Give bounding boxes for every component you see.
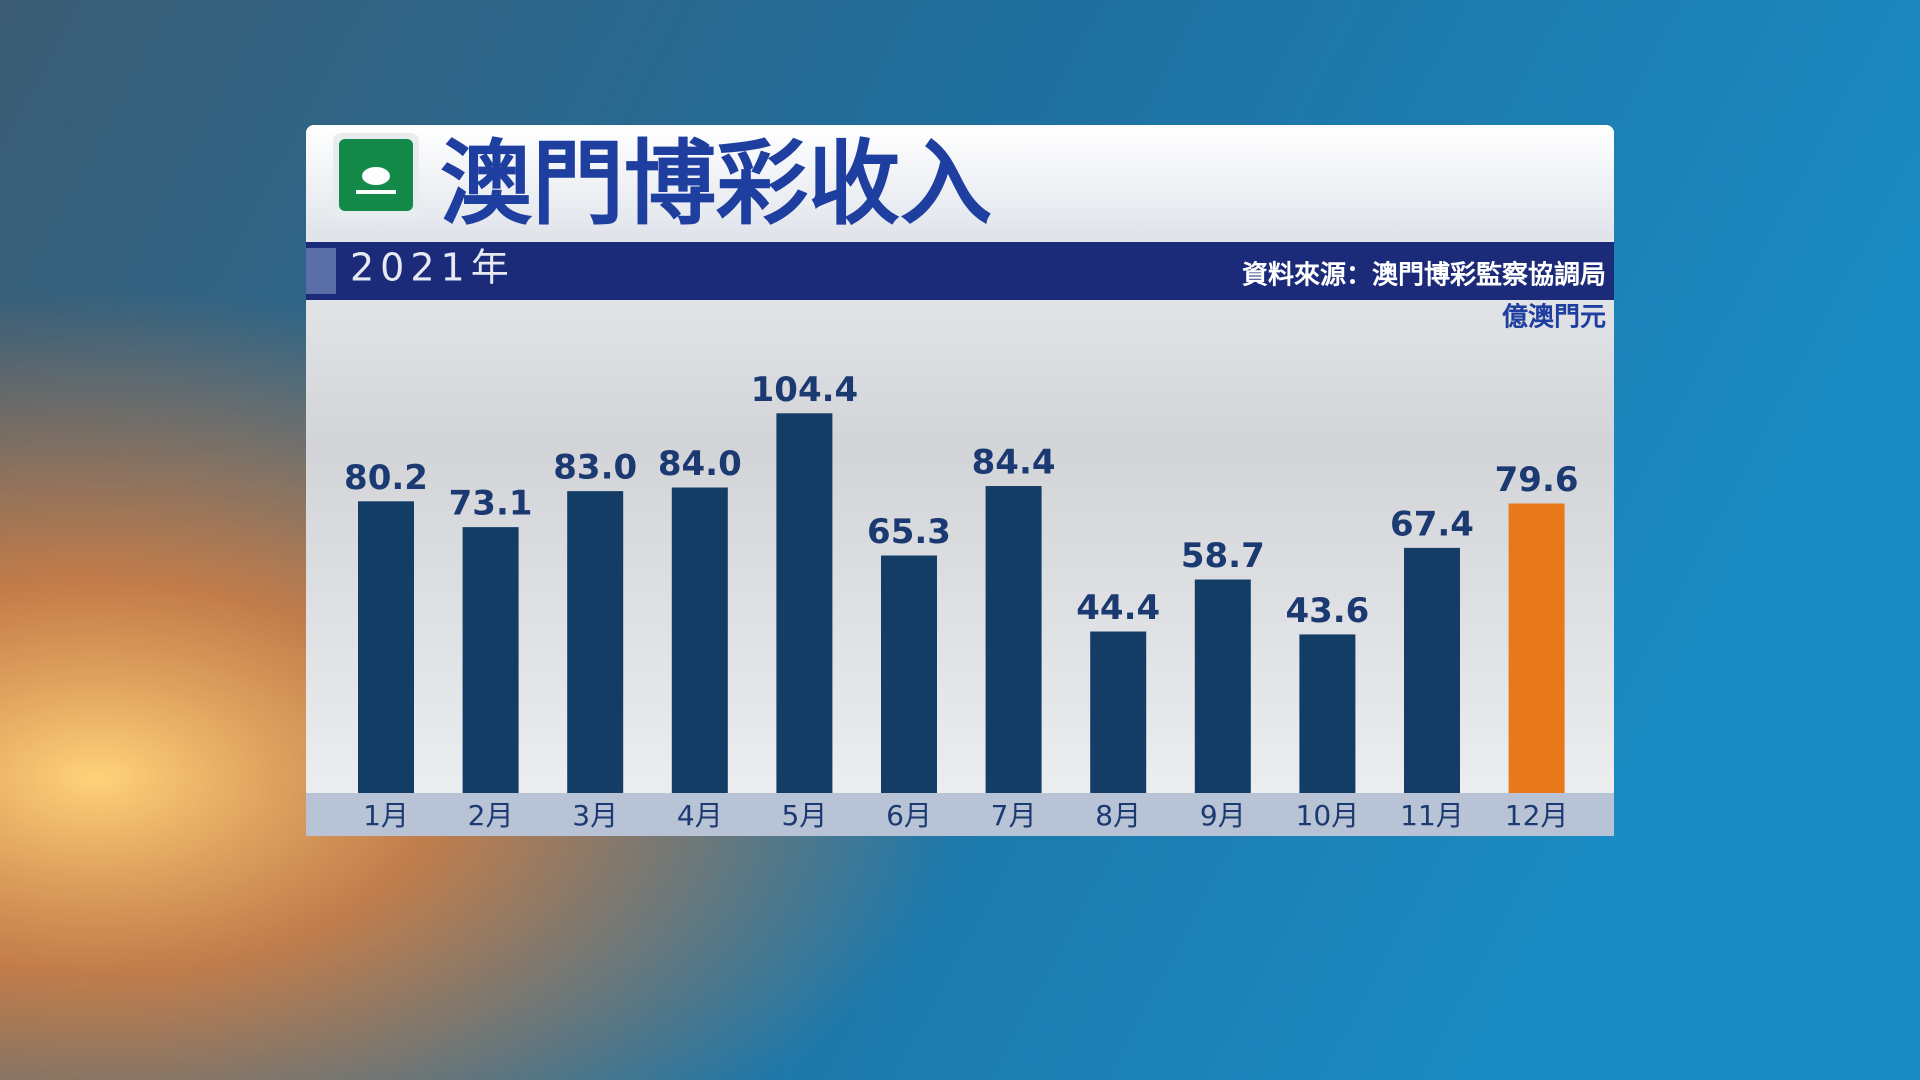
bar xyxy=(1508,503,1565,793)
value-label: 67.4 xyxy=(1390,504,1474,544)
bar xyxy=(567,491,624,793)
x-tick-label: 11月 xyxy=(1400,799,1464,832)
value-label: 58.7 xyxy=(1181,536,1265,576)
chart-title: 澳門博彩收入 xyxy=(440,130,992,237)
x-tick-label: 2月 xyxy=(468,799,514,832)
x-tick-label: 5月 xyxy=(781,799,827,832)
bar xyxy=(881,555,937,793)
value-label: 79.6 xyxy=(1495,460,1579,500)
x-tick-label: 3月 xyxy=(572,799,618,832)
value-label: 83.0 xyxy=(553,448,637,488)
value-label: 104.4 xyxy=(751,370,859,410)
value-label: 44.4 xyxy=(1076,588,1160,628)
title-band xyxy=(306,125,1614,242)
panel xyxy=(306,125,1614,836)
bar xyxy=(776,413,833,793)
value-label: 84.4 xyxy=(972,443,1056,483)
bar xyxy=(358,501,414,793)
bar xyxy=(462,527,519,793)
x-tick-label: 4月 xyxy=(677,799,723,832)
subtitle-marker xyxy=(306,248,336,294)
unit-label: 億澳門元 xyxy=(1502,303,1606,333)
bar xyxy=(1404,547,1460,793)
value-label: 73.1 xyxy=(449,484,533,524)
value-label: 65.3 xyxy=(867,512,951,552)
bar xyxy=(1299,634,1356,793)
value-label: 84.0 xyxy=(658,444,742,484)
x-tick-label: 1月 xyxy=(363,799,409,832)
bar xyxy=(985,486,1042,793)
subtitle-band xyxy=(306,242,1614,300)
x-tick-label: 9月 xyxy=(1200,799,1246,832)
bar xyxy=(1194,579,1251,793)
x-tick-label: 12月 xyxy=(1505,799,1569,832)
logo xyxy=(333,133,419,217)
x-tick-label: 10月 xyxy=(1296,799,1360,832)
x-tick-label: 6月 xyxy=(886,799,932,832)
value-label: 43.6 xyxy=(1285,591,1369,631)
bar xyxy=(671,487,728,793)
subtitle: 2021年 xyxy=(350,246,515,290)
source-note: 資料來源：澳門博彩監察協調局 xyxy=(1242,260,1606,291)
x-tick-label: 8月 xyxy=(1095,799,1141,832)
bar xyxy=(1090,631,1147,793)
value-label: 80.2 xyxy=(344,458,428,498)
category-strip xyxy=(306,793,1614,836)
x-tick-label: 7月 xyxy=(991,799,1037,832)
